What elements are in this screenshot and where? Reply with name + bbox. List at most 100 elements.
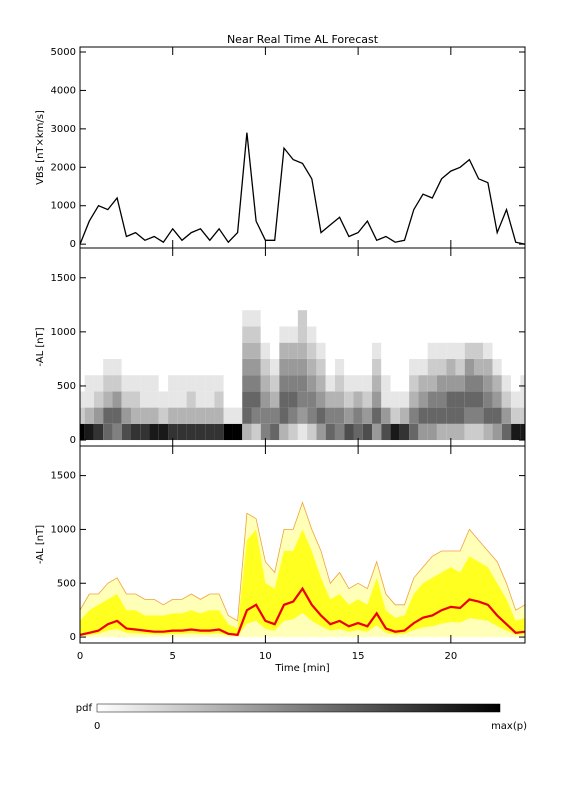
pdf-cell: [390, 391, 400, 408]
pdf-cell: [195, 391, 206, 408]
pdf-cell: [177, 391, 187, 408]
pdf-cell: [362, 407, 373, 424]
pdf-cell: [325, 391, 335, 408]
pdf-cell: [214, 358, 224, 376]
colorbar-max: max(p): [491, 721, 527, 732]
pdf-cell: [390, 407, 400, 424]
pdf-cell: [501, 407, 512, 424]
pdf-cell: [205, 342, 215, 359]
pdf-cell: [325, 326, 335, 343]
pdf-cell: [409, 342, 419, 359]
pdf-cell: [344, 310, 354, 327]
pdf-cell: [140, 342, 150, 359]
pdf-cell: [140, 407, 150, 424]
pdf-cell: [140, 423, 150, 441]
pdf-cell: [251, 391, 261, 408]
pdf-cell: [455, 342, 465, 359]
pdf-cell: [112, 391, 122, 408]
pdf-cell: [353, 342, 363, 359]
pdf-cell: [186, 326, 196, 343]
pdf-cell: [399, 358, 410, 376]
pdf-cell: [214, 407, 224, 424]
pdf-cell: [455, 391, 465, 408]
pdf-cell: [492, 407, 502, 424]
pdf-cell: [84, 358, 94, 376]
pdf-cell: [270, 423, 280, 441]
pdf-cell: [399, 342, 410, 359]
pdf-cell: [297, 326, 308, 343]
pdf-cell: [195, 375, 206, 392]
pdf-cell: [483, 391, 493, 408]
pdf-cell: [520, 423, 525, 441]
pdf-cell: [223, 391, 233, 408]
pdf-cell: [353, 375, 363, 392]
pdf-cell: [260, 407, 271, 424]
pdf-cell: [149, 342, 159, 359]
pdf-cell: [362, 326, 373, 343]
pdf-cell: [158, 326, 169, 343]
pdf-cell: [195, 310, 206, 327]
pdf-cell: [353, 391, 363, 408]
pdf-cell: [288, 391, 298, 408]
pdf-cell: [242, 407, 252, 424]
pdf-cell: [307, 342, 317, 359]
pdf-cell: [316, 391, 326, 408]
pdf-cell: [353, 423, 363, 441]
colorbar: [96, 703, 501, 713]
pdf-cell: [492, 326, 502, 343]
pdf-cell: [186, 342, 196, 359]
pdf-cell: [297, 310, 308, 327]
pdf-cell: [474, 310, 484, 327]
pdf-cell: [362, 310, 373, 327]
pdf-cell: [177, 375, 187, 392]
pdf-cell: [390, 342, 400, 359]
pdf-cell: [446, 375, 456, 392]
pdf-cell: [492, 358, 502, 376]
pdf-cell: [93, 423, 104, 441]
pdf-cell: [288, 375, 298, 392]
pdf-cell: [511, 375, 521, 392]
pdf-cell: [140, 358, 150, 376]
pdf-cell: [149, 326, 159, 343]
pdf-cell: [103, 375, 113, 392]
pdf-cell: [279, 326, 289, 343]
pdf-cell: [344, 407, 354, 424]
pdf-cell: [168, 310, 178, 327]
pdf-cell: [483, 342, 493, 359]
pdf-cell: [130, 407, 141, 424]
pdf-cell: [381, 407, 391, 424]
pdf-cell: [464, 326, 475, 343]
pdf-cell: [84, 326, 94, 343]
pdf-cell: [223, 375, 233, 392]
pdf-cell: [362, 342, 373, 359]
pdf-cell: [492, 423, 502, 441]
pdf-cell: [242, 423, 252, 441]
pdf-cell: [195, 407, 206, 424]
pdf-cell: [288, 326, 298, 343]
pdf-cell: [307, 375, 317, 392]
pdf-cell: [455, 326, 465, 343]
quantile-band: [80, 529, 525, 636]
y-tick-label: 1500: [51, 471, 76, 482]
pdf-cell: [390, 310, 400, 327]
pdf-cell: [270, 326, 280, 343]
pdf-cell: [307, 423, 317, 441]
pdf-cell: [223, 310, 233, 327]
pdf-cell: [381, 358, 391, 376]
pdf-cell: [186, 310, 196, 327]
pdf-cell: [409, 326, 419, 343]
pdf-cell: [334, 391, 345, 408]
pdf-cell: [511, 326, 521, 343]
pdf-cell: [103, 326, 113, 343]
y-tick-label: 1000: [51, 201, 76, 212]
pdf-cell: [520, 391, 525, 408]
pdf-cell: [334, 358, 345, 376]
pdf-cell: [242, 310, 252, 327]
pdf-cell: [418, 310, 428, 327]
pdf-cell: [474, 407, 484, 424]
pdf-cell: [158, 391, 169, 408]
pdf-cell: [446, 326, 456, 343]
pdf-cell: [214, 423, 224, 441]
y-tick-label: 1000: [51, 524, 76, 535]
pdf-cell: [297, 391, 308, 408]
